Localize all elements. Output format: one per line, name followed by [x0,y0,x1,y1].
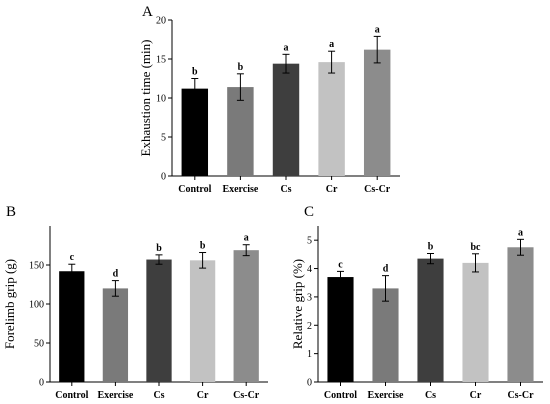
panel-letter: C [304,204,314,220]
x-tick-label: Cr [326,184,338,195]
bar [227,87,254,176]
y-tick-label: 15 [156,55,166,66]
significance-label: b [200,241,206,252]
bar [146,259,172,382]
x-tick-label: Cs [425,390,436,401]
y-tick-label: 5 [161,133,166,144]
y-axis-title: Forelimb grip (g) [2,259,17,349]
chart-panel-b: B 0 50 100 150 Forelimb grip (g) c Control d Exer… [2,204,268,401]
bar [233,250,259,382]
bar [181,88,209,176]
x-tick-label: Control [55,390,88,401]
y-tick-label: 10 [156,94,166,105]
significance-label: d [113,269,119,280]
bar [318,62,345,177]
x-tick-label: Exercise [222,184,258,195]
y-tick-label: 1 [307,349,312,360]
bar [363,49,391,176]
significance-label: a [329,39,334,50]
chart-panel-c: C 0 1 2 3 4 5 Relative grip (%) c Control d Exercis… [290,204,543,401]
x-tick-label: Cs [153,390,164,401]
significance-label: b [192,67,198,78]
x-tick-label: Cs-Cr [364,184,391,195]
bar [372,288,399,382]
y-tick-label: 150 [29,261,44,272]
y-tick-label: 100 [29,300,44,311]
x-tick-label: Exercise [97,390,133,401]
y-tick-label: 4 [307,264,312,275]
y-tick-label: 0 [161,172,166,183]
x-tick-label: Control [178,184,211,195]
x-tick-label: Cs-Cr [507,390,534,401]
bar [189,260,216,382]
significance-label: d [383,264,389,275]
y-tick-label: 0 [39,378,44,389]
bar [59,271,85,382]
x-tick-label: Control [324,390,357,401]
significance-label: bc [471,242,482,253]
bar [507,247,534,382]
significance-label: c [338,259,343,270]
panel-letter: A [142,4,153,20]
significance-label: a [244,233,249,244]
significance-label: a [284,42,289,53]
panel-letter: B [6,204,16,220]
significance-label: a [375,24,380,35]
significance-label: b [428,242,434,253]
bar [102,288,129,382]
y-tick-label: 20 [156,16,166,27]
y-tick-label: 3 [307,292,312,303]
y-tick-label: 0 [307,378,312,389]
y-axis-title: Exhaustion time (min) [138,40,153,157]
significance-label: b [156,243,162,254]
x-tick-label: Cs-Cr [233,390,260,401]
bar [417,258,444,382]
bar [327,277,354,382]
x-tick-label: Cr [470,390,482,401]
significance-label: b [238,62,244,73]
bar [272,63,300,176]
chart-panel-a: A 0 5 10 15 20 Exhaustion time (min) b Control b E… [138,4,400,195]
y-tick-label: 50 [34,339,44,350]
x-tick-label: Exercise [368,390,404,401]
bar [462,262,489,382]
y-tick-label: 5 [307,236,312,247]
y-axis-title: Relative grip (%) [290,259,305,349]
significance-label: c [70,252,75,263]
x-tick-label: Cr [197,390,209,401]
y-tick-label: 2 [307,321,312,332]
significance-label: a [518,227,523,238]
x-tick-label: Cs [280,184,291,195]
